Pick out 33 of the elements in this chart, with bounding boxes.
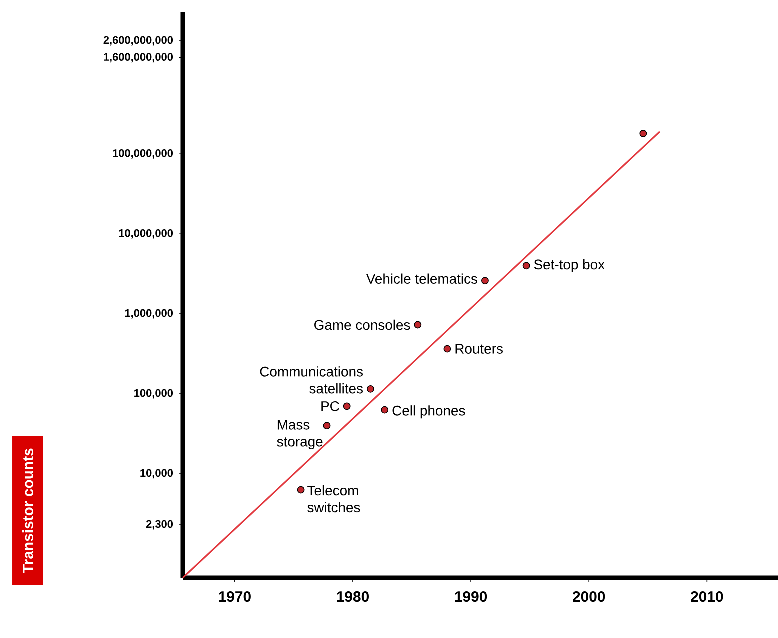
x-tick-label: 1970 xyxy=(219,592,251,602)
y-tick-label: 1,000,000 xyxy=(125,309,174,319)
annotation: Mass storage xyxy=(277,420,323,450)
point xyxy=(640,130,648,138)
annotation: Vehicle telematics xyxy=(366,274,478,284)
x-tick-label: 1990 xyxy=(455,592,488,602)
x-tick-label: 2000 xyxy=(573,592,606,602)
y-axis-title: Transistor counts xyxy=(22,448,34,574)
y-tick-label: 2,600,000,000 xyxy=(104,36,174,46)
x-tick-label: 2010 xyxy=(691,592,724,602)
y-tick-label: 1,600,000,000 xyxy=(104,53,174,63)
annotation: Game consoles xyxy=(314,320,410,330)
y-tick-label: 100,000 xyxy=(134,389,174,399)
point xyxy=(444,345,452,353)
annotation: PC xyxy=(322,401,340,412)
y-tick-label: 10,000,000 xyxy=(119,229,174,239)
point xyxy=(381,406,389,414)
point xyxy=(522,262,530,270)
annotation: Telecom switches xyxy=(308,485,360,513)
annotation: Communications satellites xyxy=(260,366,363,394)
annotation: Routers xyxy=(456,344,503,354)
point xyxy=(343,402,351,410)
point xyxy=(297,486,305,494)
x-tick-label: 1980 xyxy=(337,592,369,602)
point xyxy=(367,385,374,393)
annotation: Set-top box xyxy=(534,259,605,272)
y-tick-label: 10,000 xyxy=(140,469,174,479)
y-tick-label: 2,300 xyxy=(146,520,174,530)
point xyxy=(482,277,489,285)
point xyxy=(323,422,331,430)
point xyxy=(414,321,422,329)
y-tick-label: 100,000,000 xyxy=(113,149,174,159)
annotation: Cell phones xyxy=(392,406,466,419)
